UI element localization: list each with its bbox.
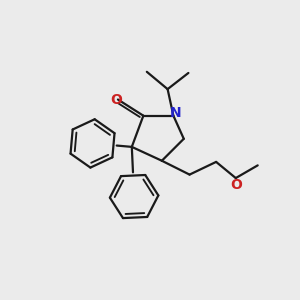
Text: O: O: [110, 92, 122, 106]
Text: N: N: [170, 106, 182, 120]
Text: O: O: [230, 178, 242, 191]
